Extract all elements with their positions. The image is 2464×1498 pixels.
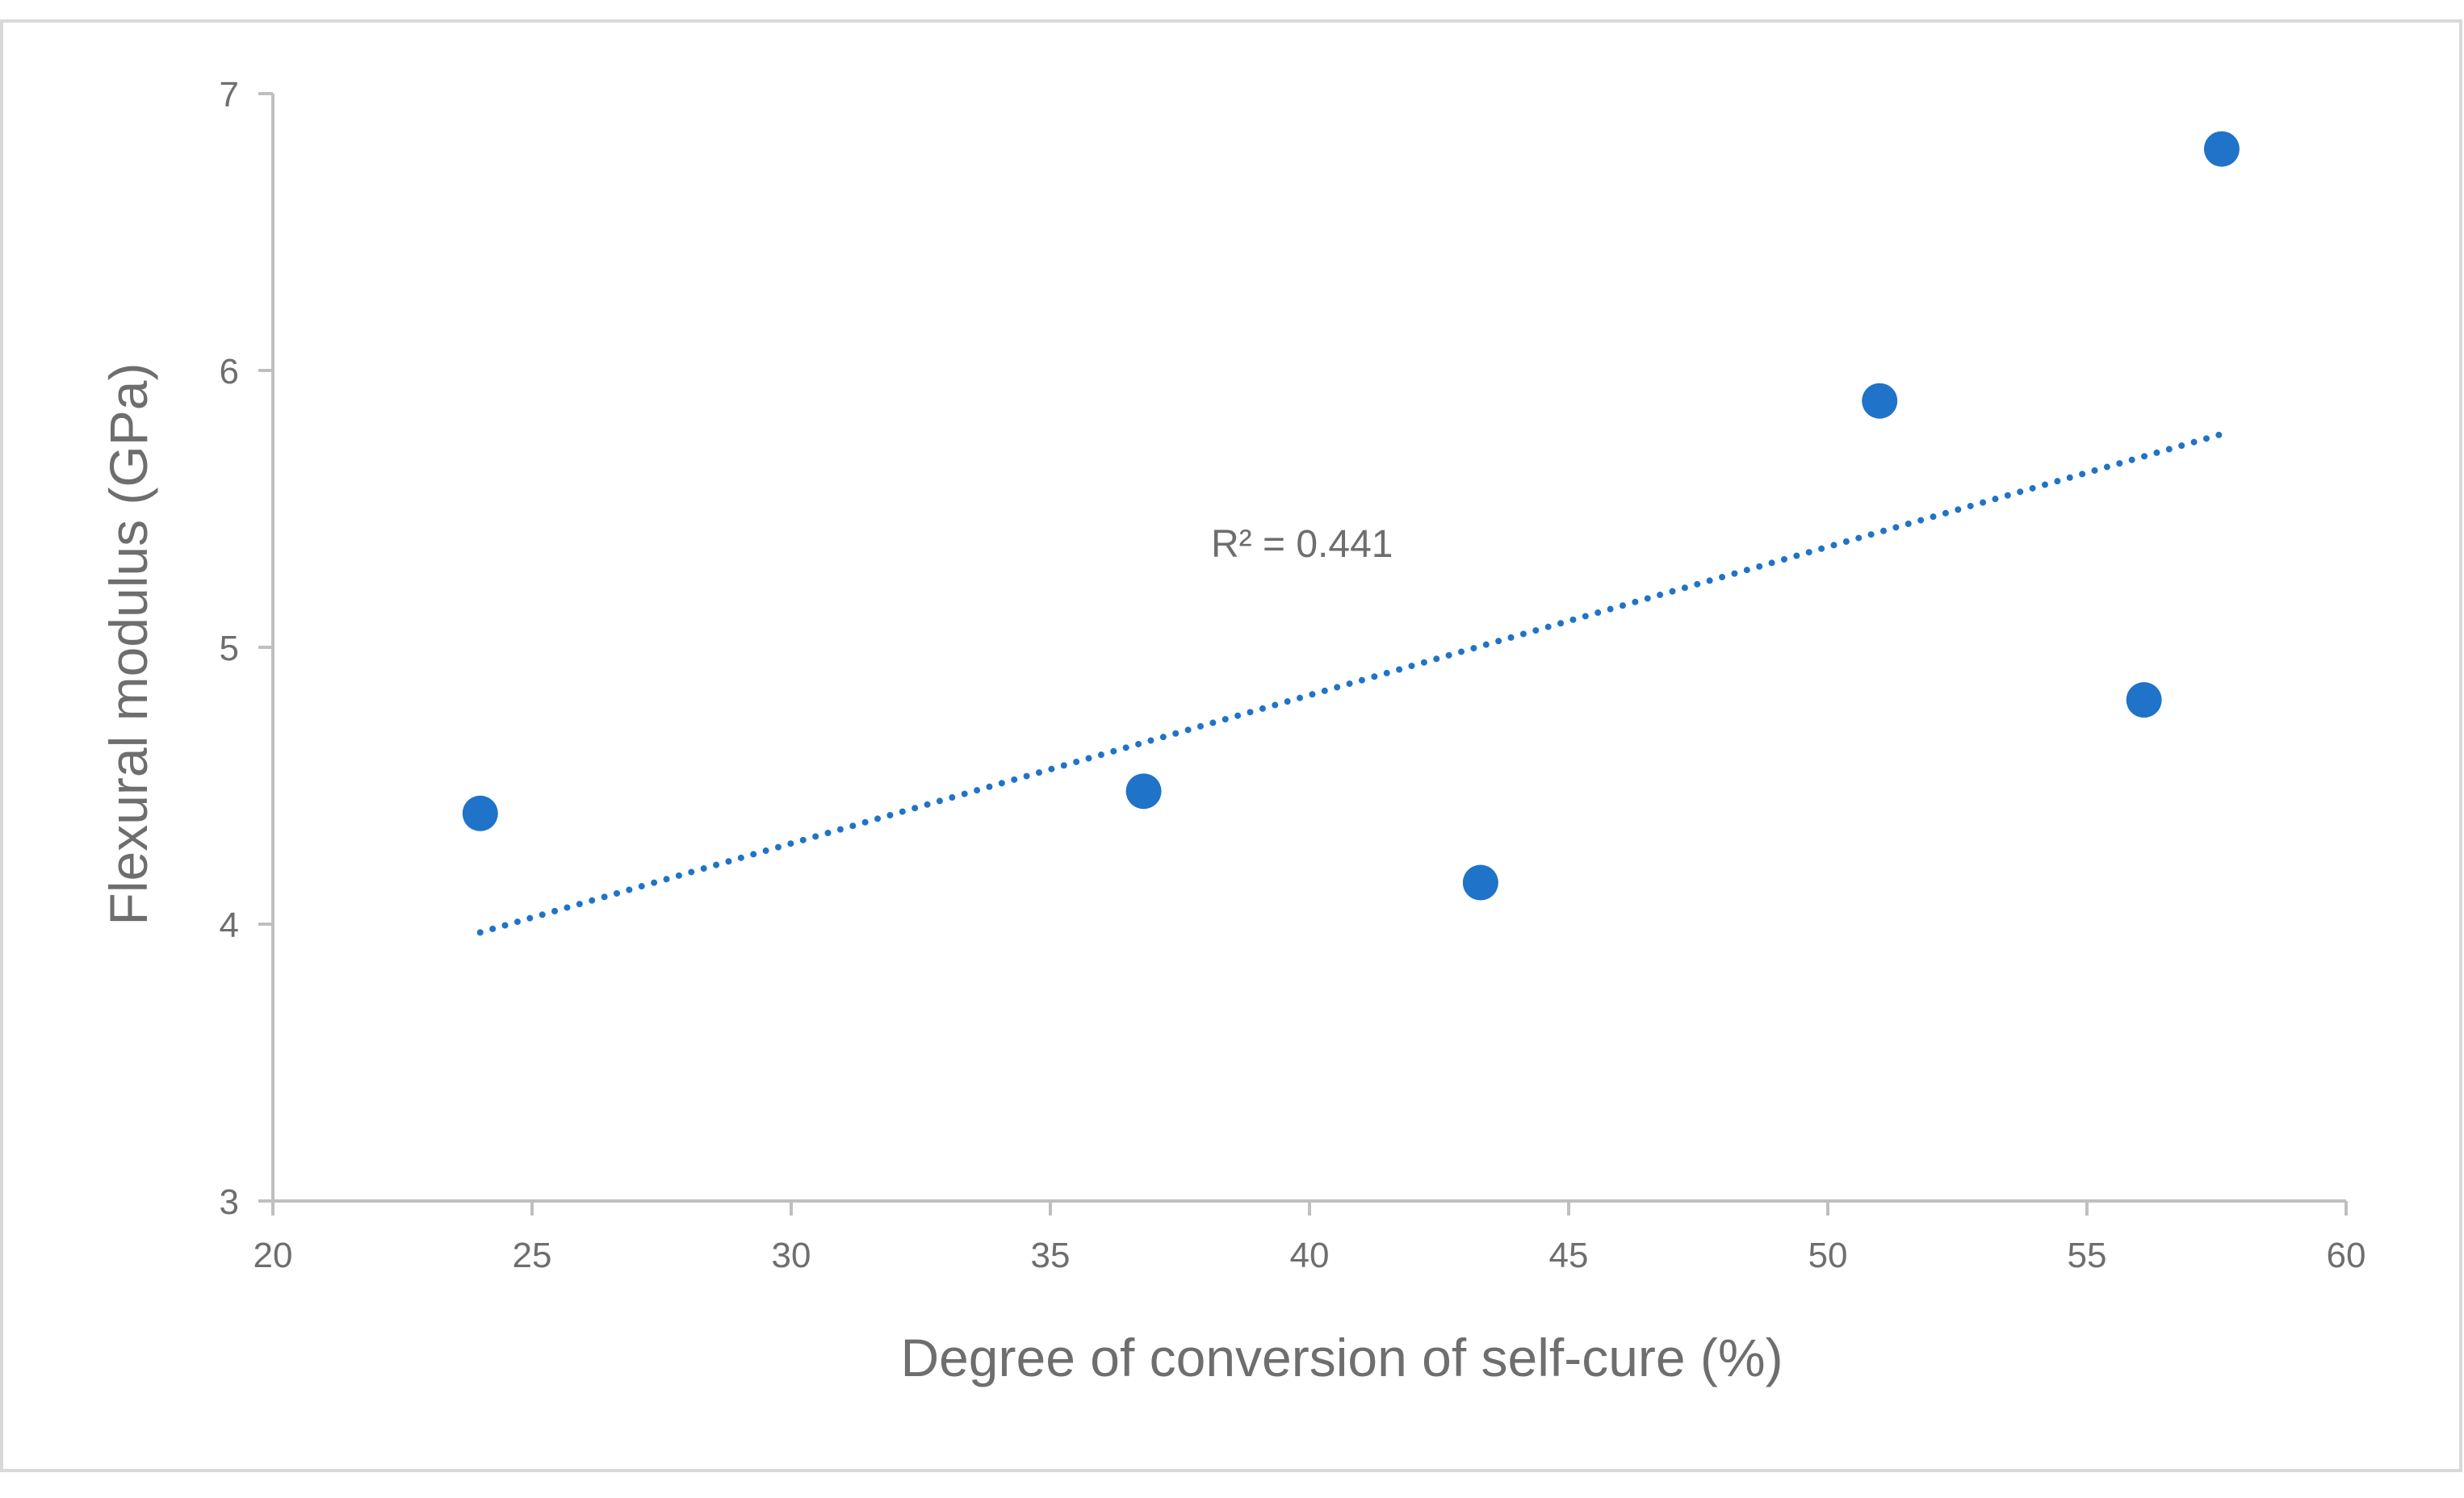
x-tick-label: 60 bbox=[2327, 1236, 2366, 1275]
chart-border bbox=[0, 19, 2462, 1472]
x-tick-label: 20 bbox=[254, 1236, 293, 1275]
x-tick-label: 45 bbox=[1549, 1236, 1589, 1275]
x-tick-label: 50 bbox=[1808, 1236, 1848, 1275]
data-point bbox=[1462, 864, 1498, 901]
x-tick-label: 55 bbox=[2068, 1236, 2107, 1275]
y-axis-title: Flexural modulus (GPa) bbox=[98, 363, 158, 926]
x-tick-label: 35 bbox=[1031, 1236, 1071, 1275]
x-ticks: 20 25 30 35 40 45 50 55 60 bbox=[254, 1201, 2366, 1275]
y-tick-label: 4 bbox=[220, 906, 239, 945]
x-tick-label: 30 bbox=[772, 1236, 811, 1275]
x-tick-label: 40 bbox=[1290, 1236, 1330, 1275]
trendline-group bbox=[476, 430, 2225, 936]
y-ticks: 3 4 5 6 7 bbox=[220, 75, 273, 1222]
y-tick-label: 5 bbox=[220, 629, 239, 668]
y-tick-label: 6 bbox=[220, 352, 239, 391]
data-point bbox=[2203, 131, 2240, 167]
r-squared-label: R² = 0.441 bbox=[1211, 523, 1393, 566]
x-tick-label: 25 bbox=[513, 1236, 552, 1275]
data-points bbox=[462, 131, 2240, 901]
data-point bbox=[1862, 383, 1898, 419]
data-point bbox=[2126, 682, 2162, 718]
x-axis-title: Degree of conversion of self-cure (%) bbox=[900, 1328, 1783, 1387]
data-point bbox=[1125, 773, 1162, 810]
y-tick-label: 7 bbox=[220, 75, 239, 115]
y-tick-label: 3 bbox=[220, 1182, 239, 1222]
data-point bbox=[462, 795, 498, 831]
trendline bbox=[476, 430, 2225, 936]
